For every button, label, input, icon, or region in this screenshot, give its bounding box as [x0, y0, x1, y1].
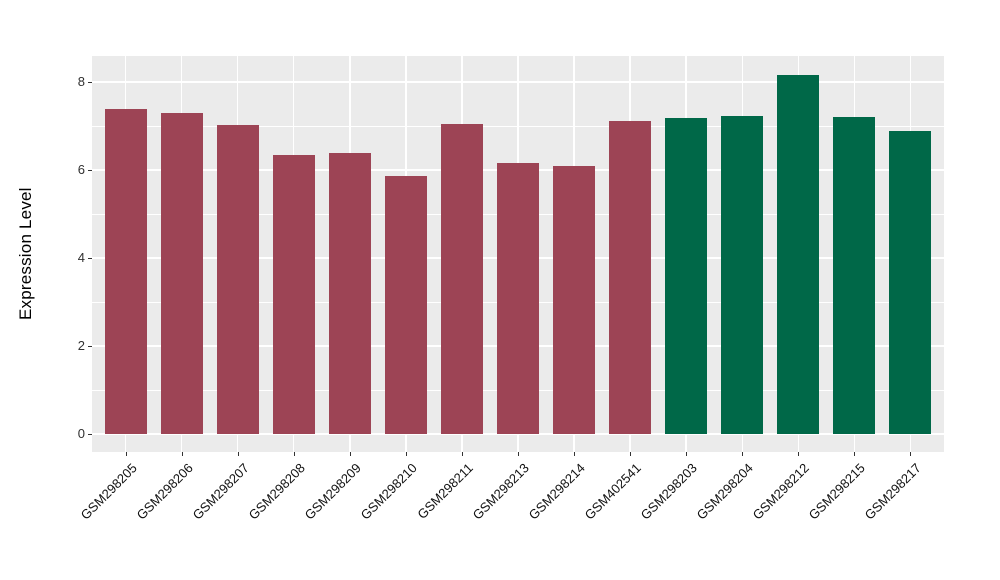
y-tick-label: 2 — [77, 338, 85, 354]
x-tick-mark — [293, 452, 295, 456]
x-tick-mark — [630, 452, 632, 456]
x-tick-label: GSM298204 — [693, 460, 757, 523]
y-axis-title: Expression Level — [16, 187, 35, 321]
x-tick-mark — [461, 452, 463, 456]
x-tick-label: GSM298207 — [189, 460, 252, 523]
x-tick-mark — [854, 452, 856, 456]
x-tick-label: GSM298208 — [245, 460, 308, 523]
x-tick-label: GSM298211 — [414, 460, 476, 522]
y-tick-mark — [87, 257, 92, 259]
y-tick-mark — [87, 81, 92, 83]
y-tick-mark — [87, 433, 92, 435]
bar — [609, 120, 652, 434]
x-tick-label: GSM298206 — [133, 460, 196, 523]
bar — [721, 115, 764, 434]
x-tick-mark — [181, 452, 183, 456]
y-tick-label: 4 — [77, 250, 85, 266]
bar — [553, 165, 596, 434]
x-tick-mark — [349, 452, 351, 456]
x-tick-mark — [574, 452, 576, 456]
x-tick-mark — [686, 452, 688, 456]
bar — [272, 155, 315, 434]
x-tick-mark — [798, 452, 800, 456]
bar — [384, 176, 427, 434]
x-tick-mark — [742, 452, 744, 456]
x-tick-label: GSM402541 — [581, 460, 644, 523]
x-tick-mark — [125, 452, 127, 456]
x-tick-label: GSM298213 — [469, 460, 532, 523]
bar — [777, 74, 820, 434]
y-tick-label: 6 — [77, 162, 85, 178]
x-tick-label: GSM298212 — [749, 460, 813, 523]
x-tick-label: GSM298217 — [862, 460, 925, 523]
y-tick-label: 8 — [77, 74, 85, 90]
bar — [216, 124, 259, 434]
x-tick-mark — [910, 452, 912, 456]
x-tick-label: GSM298203 — [637, 460, 701, 523]
bar — [889, 130, 932, 434]
bar — [104, 109, 147, 434]
x-tick-label: GSM298209 — [301, 460, 364, 523]
x-tick-mark — [237, 452, 239, 456]
x-tick-mark — [518, 452, 519, 456]
x-tick-label: GSM298214 — [525, 460, 588, 523]
bar — [440, 123, 483, 434]
y-tick-mark — [87, 345, 92, 347]
x-tick-label: GSM298210 — [357, 460, 420, 523]
plot-panel — [92, 56, 944, 452]
x-tick-label: GSM298215 — [805, 460, 869, 523]
bar — [833, 116, 876, 434]
x-tick-label: GSM298205 — [77, 460, 140, 523]
bar — [328, 153, 371, 434]
x-tick-mark — [405, 452, 407, 456]
bar — [160, 112, 203, 434]
y-tick-mark — [87, 169, 92, 171]
bar — [496, 163, 539, 434]
y-tick-label: 0 — [77, 426, 85, 442]
bar — [665, 118, 708, 434]
